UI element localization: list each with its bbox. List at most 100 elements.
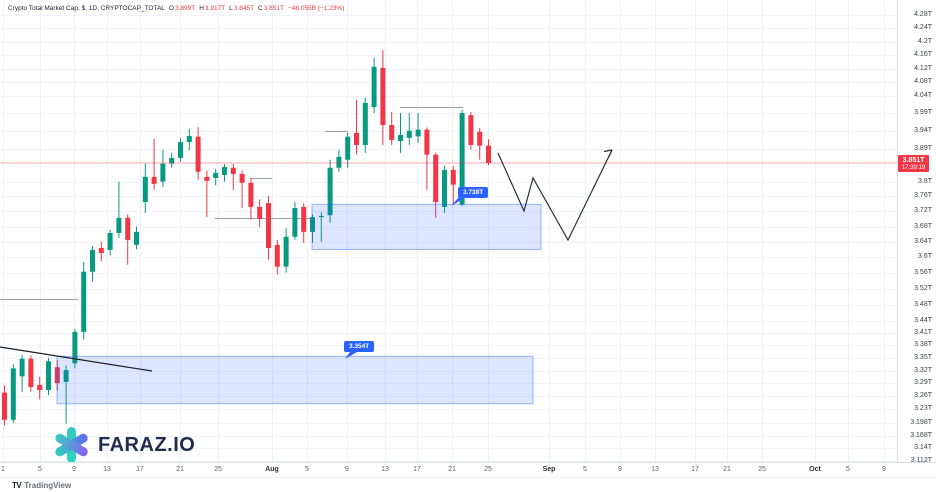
candle (327, 159, 333, 223)
candle (283, 228, 289, 273)
time-axis[interactable]: 1 5 9 13 17 21 25 Aug 5 9 13 17 21 25 Sep 5 9 13 17 21 25 Oct… (0, 462, 936, 478)
candle (266, 196, 271, 260)
tradingview-attribution-link[interactable]: TV TradingView (12, 481, 71, 490)
candle (10, 364, 16, 423)
candle (204, 170, 210, 218)
label-tail-icon (345, 352, 357, 359)
price-axis-label: 3.48T (914, 300, 932, 308)
price-axis-label: 3.35T (914, 353, 932, 361)
time-axis-day-label: 21 (723, 466, 731, 473)
time-axis-day-label: 9 (345, 466, 349, 473)
price-axis-label: 3.6T (917, 253, 932, 261)
candle (125, 214, 131, 265)
demand-zone-upper[interactable] (311, 203, 542, 251)
candle (169, 153, 175, 168)
price-axis-label: 4.16T (914, 51, 932, 59)
zone-price-label-3738[interactable]: 3.738T (458, 187, 489, 198)
time-axis-day-label: 5 (38, 466, 42, 473)
candle (274, 239, 280, 275)
time-axis-day-label: 9 (618, 466, 622, 473)
ohlc-high: H 3.917T (199, 5, 226, 12)
candle (468, 112, 474, 150)
ohlc-low: L 3.845T (229, 5, 255, 12)
faraz-io-watermark: FARAZ.IO (52, 426, 195, 462)
price-axis-label: 3.68T (914, 222, 932, 230)
chart-canvas[interactable] (0, 0, 897, 462)
projection-arrowhead-icon (603, 149, 613, 158)
time-axis-day-label: 9 (882, 466, 886, 473)
price-axis-label: 3.44T (914, 316, 932, 324)
symbol-title: Crypto Total Market Cap, $, 1D, CRYPTOCA… (8, 5, 165, 12)
candle (213, 168, 219, 186)
candle (380, 50, 386, 145)
descending-trendline[interactable] (0, 346, 153, 372)
price-axis-label: 3.23T (914, 404, 932, 412)
ohlc-close: C 3.851T (258, 5, 284, 12)
demand-zone-lower[interactable] (56, 355, 534, 405)
chart-pane[interactable]: Crypto Total Market Cap, $, 1D, CRYPTOCA… (0, 0, 897, 462)
time-axis-day-label: 17 (413, 466, 421, 473)
candle (450, 165, 456, 205)
candle (345, 132, 351, 168)
candle (98, 241, 104, 262)
time-axis-day-label: 17 (691, 466, 699, 473)
price-axis-label: 3.72T (914, 207, 932, 215)
price-axis-label: 4.2T (917, 37, 932, 45)
candle (90, 246, 95, 282)
candle (415, 113, 421, 143)
candle (248, 177, 254, 220)
candle (19, 354, 25, 392)
price-axis-label: 4.08T (914, 78, 932, 86)
price-axis-label: 3.41T (914, 329, 932, 337)
price-axis-label: 4.12T (914, 64, 932, 72)
candle (301, 203, 307, 243)
candle (2, 385, 7, 426)
bottom-toolbar: TV TradingView (0, 477, 936, 492)
price-axis-label: 4.04T (914, 91, 932, 99)
time-axis-month-label: Sep (542, 466, 556, 473)
candle (37, 376, 43, 400)
candle (398, 113, 403, 153)
label-tail-icon (451, 197, 466, 206)
price-axis-label: 3.89T (914, 144, 932, 152)
candle (310, 214, 315, 243)
candle (292, 202, 298, 240)
price-axis-label: 3.14T (914, 444, 932, 452)
symbol-header[interactable]: Crypto Total Market Cap, $, 1D, CRYPTOCA… (8, 5, 344, 12)
candle (28, 355, 34, 392)
time-axis-day-label: 5 (846, 466, 850, 473)
last-price-badge: 3.851T 17:39:19 (898, 154, 929, 172)
bar-countdown: 17:39:19 (901, 164, 926, 171)
time-axis-day-label: 5 (583, 466, 587, 473)
last-price-value: 3.851T (902, 156, 925, 164)
candle (354, 99, 359, 155)
price-projection-zigzag[interactable] (497, 149, 613, 242)
candle (230, 164, 236, 190)
candle (362, 97, 368, 153)
candle (336, 149, 342, 172)
candle (433, 152, 439, 218)
price-axis-label: 3.26T (914, 392, 932, 399)
price-axis-label: 3.32T (914, 366, 932, 374)
candle (239, 170, 245, 209)
price-axis-label: 3.168T (910, 432, 932, 440)
price-axis-label: 3.198T (910, 418, 932, 426)
price-axis-label: 3.76T (914, 192, 932, 200)
candle (116, 181, 122, 238)
time-axis-day-label: 21 (176, 466, 184, 473)
zone-price-label-3354[interactable]: 3.354T (344, 341, 375, 352)
candle (46, 357, 51, 396)
time-axis-month-label: Aug (265, 466, 279, 473)
price-axis[interactable]: 3.851T 17:39:19 4.28T 4.24T 4.2T 4.16T 4.12T… (897, 0, 936, 464)
time-axis-day-label: 5 (305, 466, 309, 473)
candle (160, 149, 166, 188)
candle (318, 212, 324, 242)
candle (142, 163, 148, 213)
price-axis-label: 3.94T (914, 127, 932, 135)
candle (424, 127, 430, 190)
price-axis-label: 3.112T (910, 456, 932, 464)
candle (63, 365, 69, 424)
candle (178, 138, 183, 162)
price-axis-label: 3.64T (914, 237, 932, 245)
